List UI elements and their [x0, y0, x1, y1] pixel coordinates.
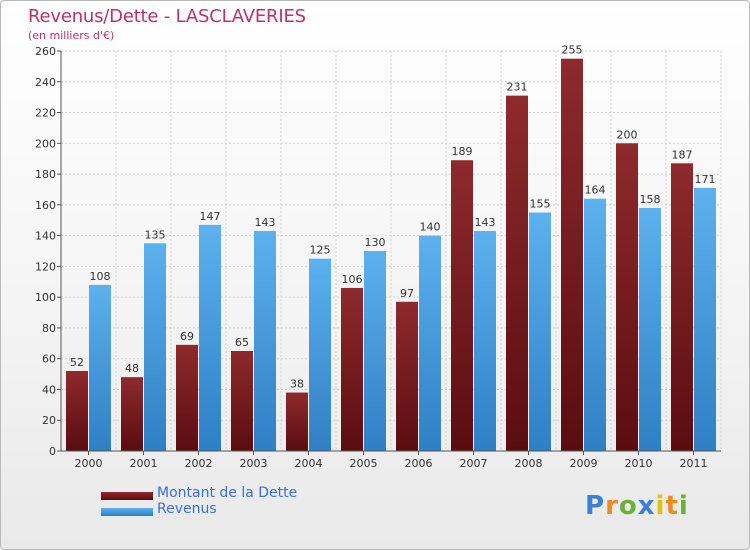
chart-subtitle: (en milliers d'€) [28, 29, 115, 42]
bar-dette [396, 301, 418, 451]
logo-letter: x [637, 491, 656, 521]
bar-revenus [309, 258, 331, 451]
x-tick-label: 2011 [680, 457, 708, 470]
x-tick-label: 2002 [185, 457, 213, 470]
data-label-dette: 255 [562, 44, 583, 57]
bar-revenus [89, 284, 111, 451]
bar-dette [616, 143, 638, 452]
bar-revenus [144, 243, 166, 451]
x-tick-label: 2000 [75, 457, 103, 470]
data-label-revenus: 108 [90, 270, 111, 283]
bar-revenus [199, 224, 221, 451]
bar-revenus [639, 207, 661, 451]
y-tick-label: 220 [35, 107, 56, 120]
data-label-revenus: 140 [420, 221, 441, 234]
bar-dette [451, 160, 473, 451]
bar-dette [506, 95, 528, 451]
legend-swatch-revenus [101, 508, 153, 516]
bar-dette [231, 351, 253, 451]
data-label-revenus: 171 [695, 173, 716, 186]
bar-dette [561, 58, 583, 451]
logo-letter: P [585, 491, 606, 521]
data-label-revenus: 125 [310, 244, 331, 257]
bar-revenus [254, 231, 276, 451]
bar-revenus [694, 187, 716, 451]
legend-label-revenus: Revenus [157, 501, 217, 517]
y-tick-label: 260 [35, 45, 56, 58]
bar-revenus [474, 231, 496, 451]
data-label-dette: 65 [235, 336, 249, 349]
data-label-revenus: 143 [255, 216, 276, 229]
x-tick-label: 2004 [295, 457, 323, 470]
data-label-revenus: 155 [530, 198, 551, 211]
y-tick-label: 40 [42, 383, 56, 396]
x-tick-label: 2005 [350, 457, 378, 470]
data-label-revenus: 143 [475, 216, 496, 229]
y-tick-label: 240 [35, 76, 56, 89]
data-label-dette: 189 [452, 145, 473, 158]
bar-dette [66, 371, 88, 451]
y-tick-label: 120 [35, 260, 56, 273]
x-tick-label: 2009 [570, 457, 598, 470]
y-tick-label: 200 [35, 137, 56, 150]
data-label-dette: 69 [180, 330, 194, 343]
data-label-dette: 97 [400, 287, 414, 300]
logo-letter: r [605, 491, 619, 521]
bar-dette [341, 287, 363, 451]
data-label-dette: 52 [70, 356, 84, 369]
data-label-dette: 106 [342, 273, 363, 286]
y-tick-label: 140 [35, 230, 56, 243]
x-tick-label: 2006 [405, 457, 433, 470]
bar-dette [671, 163, 693, 452]
bar-revenus [364, 251, 386, 451]
logo-letter: i [655, 491, 666, 521]
chart-title: Revenus/Dette - LASCLAVERIES [28, 6, 306, 27]
data-label-revenus: 147 [200, 210, 221, 223]
data-label-dette: 187 [672, 148, 693, 161]
data-label-dette: 38 [290, 378, 304, 391]
bar-dette [176, 344, 198, 451]
proxiti-logo: Proxiti [585, 491, 689, 521]
x-tick-label: 2008 [515, 457, 543, 470]
bar-dette [121, 377, 143, 451]
bar-revenus [419, 235, 441, 451]
y-tick-label: 80 [42, 322, 56, 335]
data-label-revenus: 164 [585, 184, 606, 197]
data-label-revenus: 130 [365, 236, 386, 249]
data-label-dette: 231 [507, 81, 528, 94]
legend-label-dette: Montant de la Dette [157, 485, 298, 501]
data-label-revenus: 158 [640, 193, 661, 206]
y-tick-label: 20 [42, 414, 56, 427]
logo-letter: i [678, 491, 689, 521]
y-tick-label: 60 [42, 353, 56, 366]
x-tick-label: 2001 [130, 457, 158, 470]
x-tick-label: 2007 [460, 457, 488, 470]
bar-revenus [529, 212, 551, 451]
data-label-dette: 48 [125, 362, 139, 375]
data-label-dette: 200 [617, 128, 638, 141]
y-tick-label: 0 [49, 445, 56, 458]
legend-swatch-dette [101, 492, 153, 500]
logo-letter: o [618, 491, 638, 521]
bar-dette [286, 392, 308, 451]
y-tick-label: 160 [35, 199, 56, 212]
data-label-revenus: 135 [145, 228, 166, 241]
y-tick-label: 180 [35, 168, 56, 181]
logo-letter: t [665, 491, 679, 521]
x-tick-label: 2003 [240, 457, 268, 470]
bar-revenus [584, 198, 606, 451]
x-tick-label: 2010 [625, 457, 653, 470]
y-tick-label: 100 [35, 291, 56, 304]
